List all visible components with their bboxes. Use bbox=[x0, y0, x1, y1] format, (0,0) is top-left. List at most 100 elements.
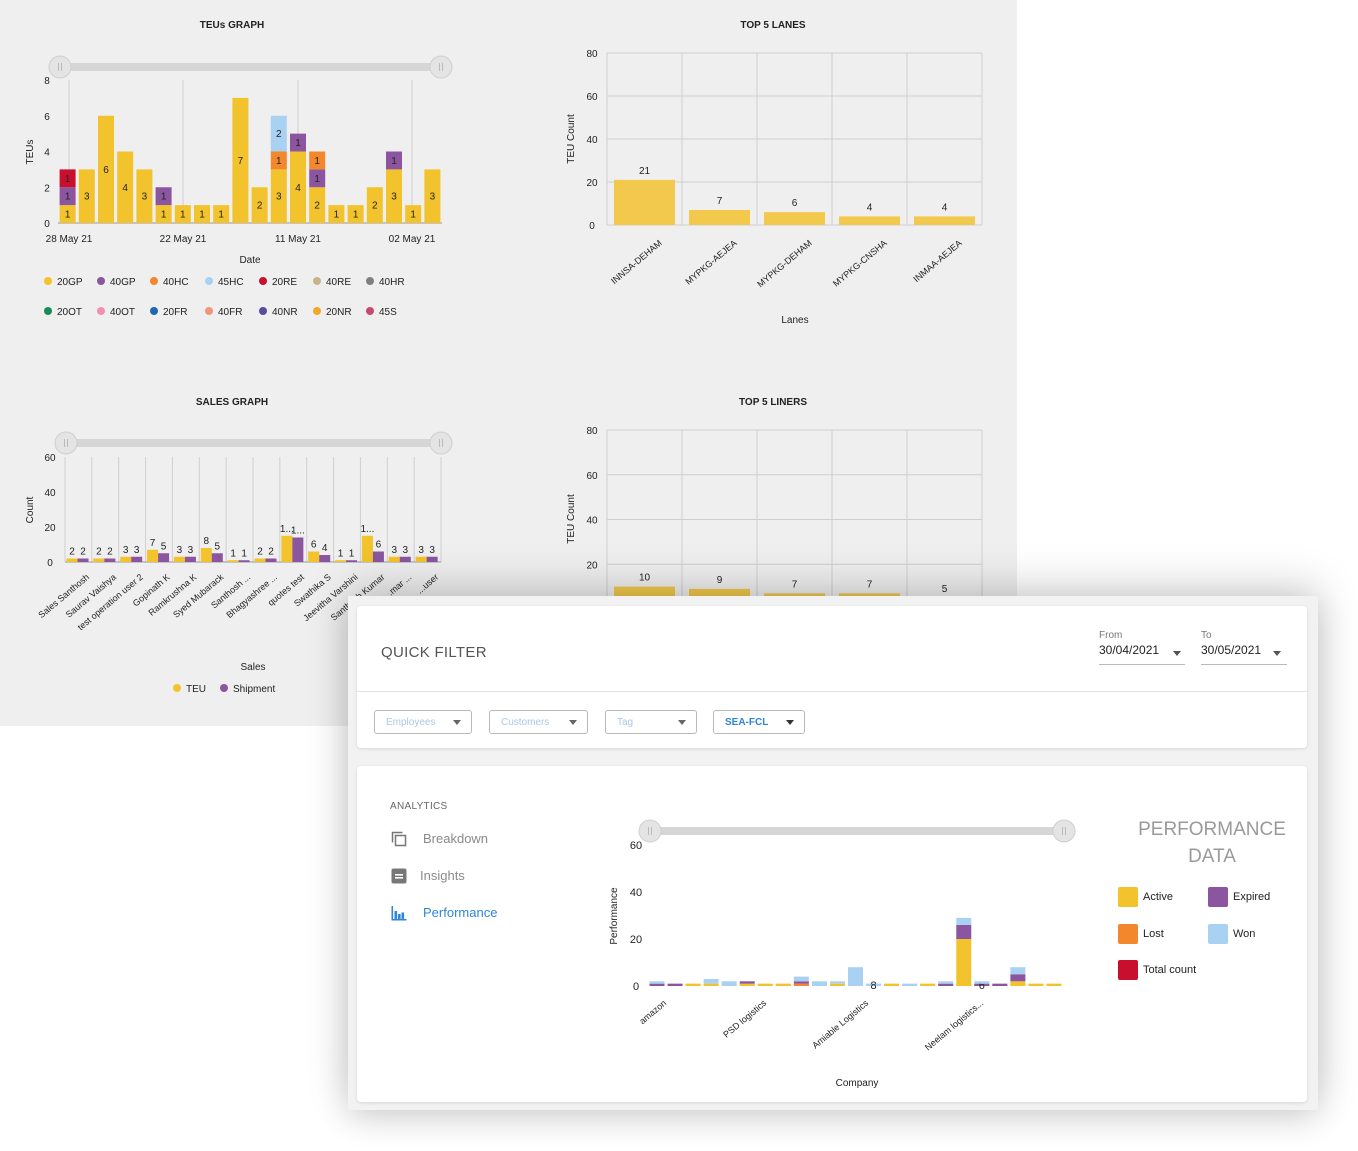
sales-bar-data-label: 5 bbox=[215, 541, 221, 552]
teus-legend-swatch bbox=[259, 307, 267, 315]
nav-item-breakdown[interactable]: Breakdown bbox=[391, 829, 511, 849]
teus-legend-label: 40GP bbox=[110, 277, 136, 288]
to-date-field[interactable]: To 30/05/2021 bbox=[1201, 630, 1287, 665]
customers-dropdown-label: Customers bbox=[501, 717, 550, 728]
sales-bar-data-label: 2 bbox=[257, 547, 263, 558]
teus-range-slider-start-handle[interactable] bbox=[48, 55, 72, 79]
legend-item-expired[interactable]: Expired bbox=[1208, 887, 1278, 907]
chevron-down-icon[interactable] bbox=[1173, 651, 1181, 656]
nav-item-performance[interactable]: Performance bbox=[391, 903, 511, 923]
sales-bar-data-label: 8 bbox=[204, 536, 210, 547]
performance-bar-won bbox=[829, 981, 845, 984]
to-date-value[interactable]: 30/05/2021 bbox=[1201, 643, 1262, 657]
legend-label: Lost bbox=[1143, 928, 1164, 940]
lanes-y-tick-label: 0 bbox=[589, 221, 595, 232]
sales-x-axis-label: Sales bbox=[240, 662, 265, 673]
performance-range-slider-start-handle[interactable] bbox=[638, 819, 662, 843]
chevron-down-icon[interactable] bbox=[1273, 651, 1281, 656]
chevron-down-icon bbox=[569, 720, 577, 725]
from-date-value[interactable]: 30/04/2021 bbox=[1099, 643, 1160, 657]
sales-bar-data-label: 3 bbox=[418, 545, 424, 556]
lanes-bar bbox=[614, 179, 675, 225]
from-date-field[interactable]: From 30/04/2021 bbox=[1099, 630, 1185, 665]
teus-bar-20GP bbox=[251, 187, 268, 223]
sales-bar-teu bbox=[308, 551, 320, 562]
performance-bar-won bbox=[902, 983, 918, 986]
performance-title-line2: DATA bbox=[1188, 846, 1236, 867]
tag-dropdown[interactable]: Tag bbox=[605, 710, 697, 734]
teus-bar-20GP bbox=[174, 205, 191, 223]
teus-bar-data-label: 1 bbox=[391, 156, 397, 167]
sales-bar-shipment bbox=[292, 537, 304, 562]
performance-range-slider-end-handle[interactable] bbox=[1052, 819, 1076, 843]
legend-item-active[interactable]: Active bbox=[1118, 887, 1188, 907]
sales-y-tick-label: 20 bbox=[44, 523, 56, 534]
teus-bar-20GP bbox=[366, 187, 383, 223]
teus-bar-20GP bbox=[290, 151, 306, 223]
customers-dropdown[interactable]: Customers bbox=[489, 710, 588, 734]
sales-bar-teu bbox=[335, 560, 347, 562]
sales-bar-data-label: 1 bbox=[241, 548, 247, 559]
performance-bar-expired bbox=[667, 983, 683, 986]
sales-bar-data-label: 3 bbox=[429, 545, 435, 556]
legend-item-total-count[interactable]: Total count bbox=[1118, 960, 1208, 980]
teus-bar-20GP bbox=[136, 169, 153, 223]
employees-dropdown[interactable]: Employees bbox=[374, 710, 472, 734]
lanes-x-tick-label: INMAA-AEJEA bbox=[911, 238, 963, 284]
performance-bar-active bbox=[703, 983, 719, 986]
shipment-type-dropdown[interactable]: SEA-FCL bbox=[713, 710, 805, 734]
filter-divider bbox=[357, 691, 1307, 692]
teus-bar-data-label: 1 bbox=[65, 174, 71, 185]
legend-label: Total count bbox=[1143, 964, 1197, 976]
to-date-underline bbox=[1201, 664, 1287, 665]
performance-bar-expired bbox=[974, 983, 990, 986]
teus-y-tick-label: 0 bbox=[44, 219, 50, 230]
sales-bar-data-label: 3 bbox=[134, 545, 140, 556]
sales-bar-data-label: 3 bbox=[177, 545, 183, 556]
nav-item-insights[interactable]: Insights bbox=[391, 866, 511, 886]
teus-y-tick-label: 8 bbox=[44, 76, 50, 87]
performance-bar-won bbox=[938, 981, 954, 984]
performance-y-tick-label: 20 bbox=[630, 934, 642, 946]
teus-legend-swatch bbox=[205, 277, 213, 285]
teus-bar-data-label: 7 bbox=[238, 156, 244, 167]
sales-x-tick-label: ...user bbox=[415, 572, 441, 596]
teus-x-tick-label: 22 May 21 bbox=[160, 234, 207, 245]
lanes-y-tick-label: 40 bbox=[586, 135, 598, 146]
sales-range-slider-start-handle[interactable] bbox=[54, 431, 78, 455]
teus-bar-data-label: 1 bbox=[276, 156, 282, 167]
sales-bar-data-label: 1 bbox=[349, 548, 355, 559]
teus-x-tick-label: 02 May 21 bbox=[389, 234, 436, 245]
sales-y-axis-label: Count bbox=[25, 496, 36, 523]
sales-bar-teu bbox=[281, 535, 293, 562]
teus-bar-data-label: 3 bbox=[276, 192, 282, 203]
teus-legend-label: 40FR bbox=[218, 307, 242, 318]
analytics-heading: ANALYTICS bbox=[390, 801, 448, 812]
teus-y-axis-label: TEUs bbox=[25, 140, 36, 165]
teus-range-slider-end-handle[interactable] bbox=[429, 55, 453, 79]
sales-range-slider-end-handle[interactable] bbox=[429, 431, 453, 455]
teus-legend-swatch bbox=[150, 277, 158, 285]
sales-bar-data-label: 1 bbox=[230, 548, 236, 559]
legend-item-won[interactable]: Won bbox=[1208, 924, 1278, 944]
teus-bar-data-label: 2 bbox=[372, 201, 378, 212]
teus-bar-data-label: 6 bbox=[103, 165, 109, 176]
performance-bar-active bbox=[829, 983, 845, 986]
teus-bar-40GP bbox=[386, 151, 402, 170]
lanes-x-tick-label: INNSA-DEHAM bbox=[609, 238, 664, 286]
performance-bar-won bbox=[956, 917, 972, 925]
performance-bar-data-label: 6 bbox=[979, 980, 985, 992]
sales-bar-data-label: 1... bbox=[280, 524, 294, 535]
lanes-bar bbox=[839, 216, 900, 225]
lanes-y-axis-label: TEU Count bbox=[566, 114, 577, 164]
sales-bar-data-label: 6 bbox=[376, 540, 382, 551]
sales-bar-shipment bbox=[426, 556, 438, 562]
teus-legend-swatch bbox=[150, 307, 158, 315]
lanes-y-tick-label: 20 bbox=[586, 178, 598, 189]
teus-bar-data-label: 2 bbox=[257, 201, 263, 212]
performance-bar-expired bbox=[649, 983, 665, 986]
sales-bar-data-label: 4 bbox=[322, 543, 328, 554]
teus-bar-20GP bbox=[270, 169, 287, 223]
legend-item-lost[interactable]: Lost bbox=[1118, 924, 1188, 944]
teus-legend-label: 40RE bbox=[326, 277, 351, 288]
